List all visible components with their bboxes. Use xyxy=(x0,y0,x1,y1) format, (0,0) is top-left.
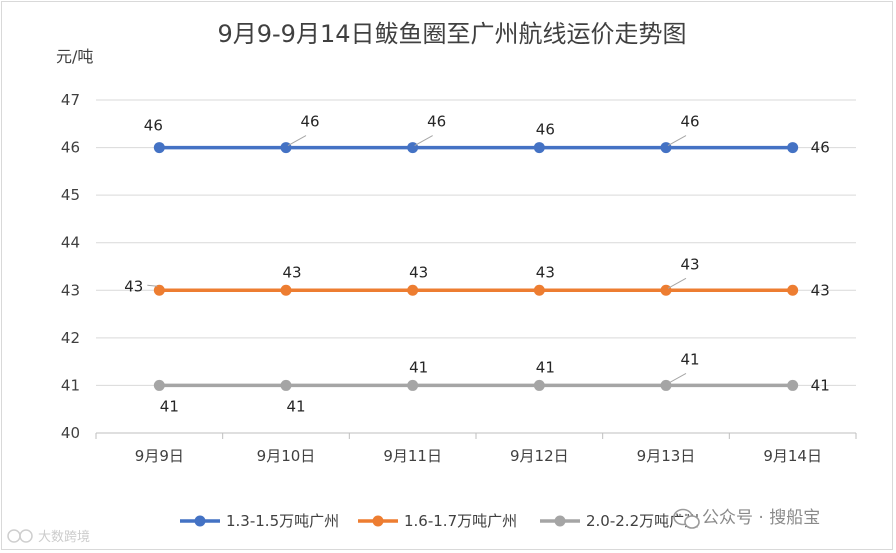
data-label: 43 xyxy=(282,263,301,281)
data-point xyxy=(787,379,799,391)
data-label-leader xyxy=(147,284,158,287)
data-label: 46 xyxy=(536,121,555,139)
legend-label: 1.3-1.5万吨广州 xyxy=(226,512,339,530)
data-point xyxy=(660,379,672,391)
data-label: 43 xyxy=(680,255,699,273)
data-label-leader xyxy=(667,135,687,147)
watermark-text: 公众号 · 搜船宝 xyxy=(702,508,820,528)
x-tick-label: 9月10日 xyxy=(257,447,316,465)
data-point xyxy=(153,379,165,391)
data-point xyxy=(153,142,165,154)
legend-label: 1.6-1.7万吨广州 xyxy=(404,512,517,530)
data-label: 41 xyxy=(680,350,699,368)
wechat-icon xyxy=(673,508,700,529)
data-label: 41 xyxy=(811,376,830,394)
data-label: 41 xyxy=(409,358,428,376)
data-point xyxy=(407,284,419,296)
data-point xyxy=(407,379,419,391)
axes: 40 41 42 43 44 45 46 47 9月9日 9月10日 9月11日 9月12日 9月13日… xyxy=(61,91,857,465)
data-label: 41 xyxy=(160,397,179,415)
data-label: 43 xyxy=(811,281,830,299)
data-label: 46 xyxy=(144,117,163,135)
data-label-leader xyxy=(287,135,307,147)
x-tick-label: 9月11日 xyxy=(383,447,442,465)
x-tick-label: 9月14日 xyxy=(763,447,822,465)
data-label: 41 xyxy=(536,358,555,376)
y-tick-label: 41 xyxy=(61,376,80,394)
chart-title: 9月9-9月14日鲅鱼圈至广州航线运价走势图 xyxy=(217,20,686,48)
data-point xyxy=(280,142,292,154)
series-lines xyxy=(153,142,799,391)
x-tick-label: 9月12日 xyxy=(510,447,569,465)
data-point xyxy=(533,379,545,391)
legend-point-marker xyxy=(372,515,384,527)
data-point xyxy=(660,142,672,154)
y-tick-label: 40 xyxy=(61,424,80,442)
y-tick-label: 47 xyxy=(61,91,80,109)
x-tick-label: 9月13日 xyxy=(637,447,696,465)
data-label: 46 xyxy=(300,113,319,131)
y-axis-unit-label: 元/吨 xyxy=(56,47,93,66)
x-tick-label: 9月9日 xyxy=(135,447,184,465)
data-label: 46 xyxy=(811,139,830,157)
data-label: 43 xyxy=(536,263,555,281)
data-point xyxy=(660,284,672,296)
data-label: 43 xyxy=(124,277,143,295)
data-labels: 46 46 46 46 46 46 43 43 43 43 43 43 41 41 41 41 41 41 xyxy=(124,113,830,416)
data-point xyxy=(280,284,292,296)
data-point xyxy=(533,284,545,296)
legend-item: 1.3-1.5万吨广州 xyxy=(180,512,339,530)
y-tick-label: 43 xyxy=(61,281,80,299)
watermark: 公众号 · 搜船宝 大数跨境 xyxy=(7,508,820,545)
data-point xyxy=(787,284,799,296)
corner-logo-icon xyxy=(7,529,33,543)
y-tick-label: 45 xyxy=(61,186,80,204)
data-point xyxy=(153,284,165,296)
gridlines xyxy=(96,99,856,386)
corner-watermark-text: 大数跨境 xyxy=(38,530,90,545)
legend-point-marker xyxy=(554,515,566,527)
data-label: 46 xyxy=(427,113,446,131)
data-label-leader xyxy=(414,135,433,147)
data-point xyxy=(280,379,292,391)
data-label-leader xyxy=(667,372,687,384)
legend-item: 2.0-2.2万吨广州 xyxy=(540,512,699,530)
data-point xyxy=(787,142,799,154)
y-tick-label: 44 xyxy=(61,234,80,252)
legend-point-marker xyxy=(194,515,206,527)
data-label: 41 xyxy=(286,397,305,415)
y-tick-label: 46 xyxy=(61,139,80,157)
y-tick-label: 42 xyxy=(61,329,80,347)
data-label: 46 xyxy=(680,113,699,131)
data-point xyxy=(407,142,419,154)
legend-item: 1.6-1.7万吨广州 xyxy=(358,512,517,530)
legend-label: 2.0-2.2万吨广州 xyxy=(586,512,699,530)
data-label-leader xyxy=(667,277,687,289)
data-label: 43 xyxy=(409,263,428,281)
legend: 1.3-1.5万吨广州 1.6-1.7万吨广州 2.0-2.2万吨广州 xyxy=(180,512,699,530)
data-point xyxy=(533,142,545,154)
